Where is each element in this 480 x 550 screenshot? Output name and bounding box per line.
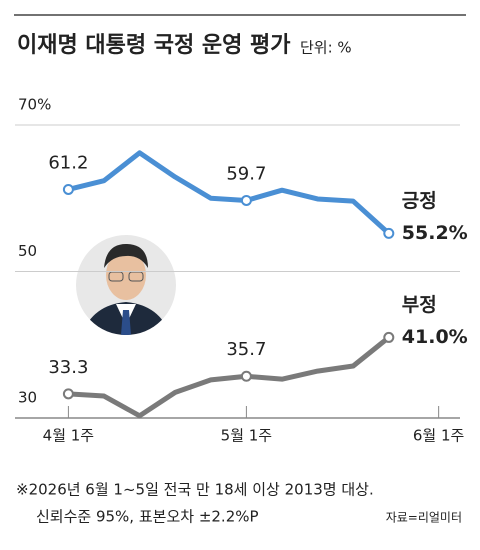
value-label: 35.7 — [226, 339, 266, 360]
point-marker — [240, 194, 252, 206]
point-marker — [240, 370, 252, 382]
point-marker — [383, 227, 395, 239]
point-marker — [62, 183, 74, 195]
y-tick-label: 30 — [18, 389, 37, 407]
footnote: ※2026년 6월 1~5일 전국 만 18세 이상 2013명 대상. — [16, 481, 374, 499]
value-label: 55.2% — [402, 222, 468, 244]
series-name: 긍정 — [402, 190, 437, 212]
series-line — [68, 335, 391, 419]
value-label: 33.3 — [48, 357, 88, 378]
portrait — [76, 235, 176, 335]
point-marker — [383, 331, 395, 343]
series-line — [67, 150, 391, 236]
y-tick-label: 50 — [18, 242, 37, 260]
footnote: 신뢰수준 95%, 표본오차 ±2.2%P — [36, 508, 259, 526]
x-tick-label: 4월 1주 — [43, 427, 94, 445]
series-name: 부정 — [402, 294, 437, 316]
point-marker — [62, 388, 74, 400]
value-label: 41.0% — [402, 326, 468, 348]
y-tick-label: 70% — [18, 96, 51, 114]
source: 자료=리얼미터 — [386, 511, 462, 525]
value-label: 59.7 — [226, 163, 266, 184]
x-tick-label: 6월 1주 — [413, 427, 464, 445]
chart-subtitle: 단위: % — [300, 39, 352, 57]
value-label: 61.2 — [48, 152, 88, 173]
x-tick-label: 5월 1주 — [221, 427, 272, 445]
chart-title: 이재명 대통령 국정 운영 평가 — [17, 33, 291, 58]
